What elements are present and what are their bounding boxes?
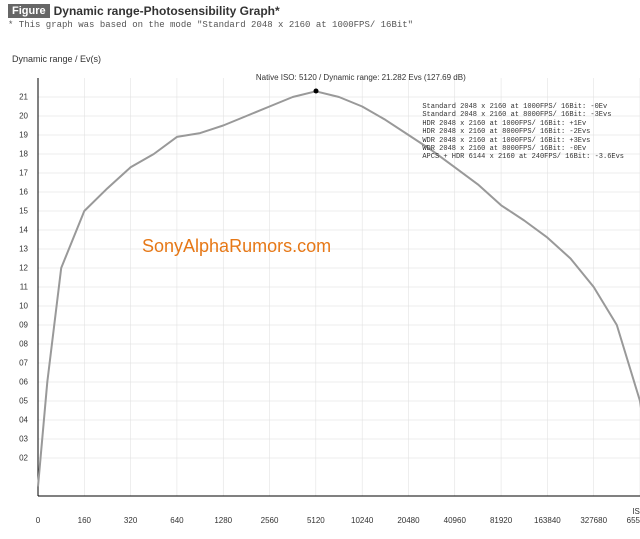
y-tick-label: 09 [10, 321, 28, 330]
peak-marker [313, 89, 318, 94]
y-tick-label: 12 [10, 264, 28, 273]
x-tick-label: 640 [170, 516, 183, 525]
y-tick-label: 19 [10, 131, 28, 140]
peak-label: Native ISO: 5120 / Dynamic range: 21.282… [256, 73, 466, 82]
x-tick-label: 655360 [627, 516, 640, 525]
x-tick-label: 40960 [444, 516, 466, 525]
chart-area: 0203040506070809101112131415161718192021… [32, 72, 640, 502]
y-tick-label: 05 [10, 397, 28, 406]
y-tick-label: 17 [10, 169, 28, 178]
x-tick-label: 163840 [534, 516, 561, 525]
header: Figure Dynamic range-Photosensibility Gr… [0, 0, 640, 34]
legend-line: APCS + HDR 6144 x 2160 at 240FPS/ 16Bit:… [422, 153, 624, 161]
y-tick-label: 02 [10, 454, 28, 463]
y-tick-label: 06 [10, 378, 28, 387]
y-tick-label: 21 [10, 93, 28, 102]
y-tick-label: 13 [10, 245, 28, 254]
y-axis-label: Dynamic range / Ev(s) [12, 54, 640, 64]
y-tick-label: 03 [10, 435, 28, 444]
y-tick-label: 18 [10, 150, 28, 159]
legend-line: HDR 2048 x 2160 at 8000FPS/ 16Bit: -2Evs [422, 128, 624, 136]
legend-line: Standard 2048 x 2160 at 8000FPS/ 16Bit: … [422, 111, 624, 119]
y-tick-label: 14 [10, 226, 28, 235]
subtitle: * This graph was based on the mode "Stan… [8, 20, 632, 30]
x-tick-label: 1280 [214, 516, 232, 525]
legend-line: Standard 2048 x 2160 at 1000FPS/ 16Bit: … [422, 103, 624, 111]
x-tick-label: 2560 [261, 516, 279, 525]
y-tick-label: 16 [10, 188, 28, 197]
legend-line: WDR 2048 x 2160 at 8000FPS/ 16Bit: -0Ev [422, 145, 624, 153]
x-tick-label: 20480 [397, 516, 419, 525]
header-title-row: Figure Dynamic range-Photosensibility Gr… [8, 4, 632, 18]
legend: Standard 2048 x 2160 at 1000FPS/ 16Bit: … [422, 103, 624, 162]
y-tick-label: 04 [10, 416, 28, 425]
figure-badge: Figure [8, 4, 50, 18]
y-tick-label: 10 [10, 302, 28, 311]
legend-line: WDR 2048 x 2160 at 1000FPS/ 16Bit: +3Evs [422, 137, 624, 145]
x-tick-label: 10240 [351, 516, 373, 525]
x-axis-label: ISO [632, 507, 640, 516]
legend-line: HDR 2048 x 2160 at 1000FPS/ 16Bit: +1Ev [422, 120, 624, 128]
y-tick-label: 20 [10, 112, 28, 121]
y-tick-label: 08 [10, 340, 28, 349]
x-tick-label: 0 [36, 516, 40, 525]
x-tick-label: 327680 [580, 516, 607, 525]
x-tick-label: 81920 [490, 516, 512, 525]
x-tick-label: 160 [78, 516, 91, 525]
y-tick-label: 15 [10, 207, 28, 216]
chart-container: Dynamic range / Ev(s) 020304050607080910… [0, 54, 640, 502]
page-title: Dynamic range-Photosensibility Graph* [54, 4, 280, 18]
y-tick-label: 07 [10, 359, 28, 368]
x-tick-label: 5120 [307, 516, 325, 525]
y-tick-label: 11 [10, 283, 28, 292]
x-tick-label: 320 [124, 516, 137, 525]
